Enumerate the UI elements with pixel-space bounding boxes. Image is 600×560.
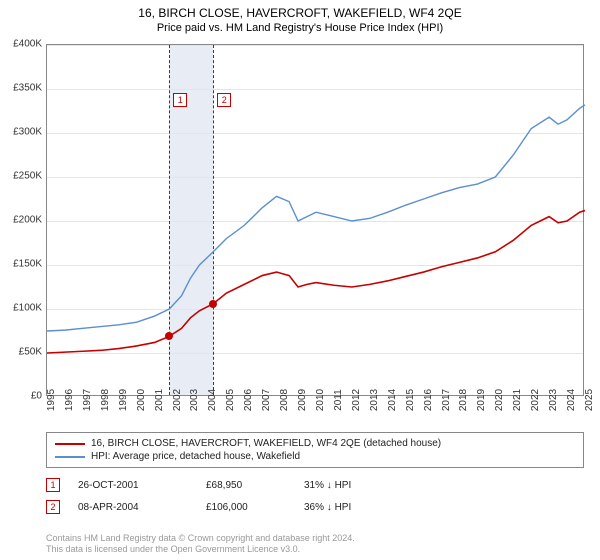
x-axis-tick: 2023 [548, 389, 559, 411]
x-axis-tick: 2012 [351, 389, 362, 411]
x-axis-tick: 2017 [441, 389, 452, 411]
legend-swatch-property [55, 443, 85, 445]
line-chart-svg [47, 45, 583, 395]
chart-container: 16, BIRCH CLOSE, HAVERCROFT, WAKEFIELD, … [0, 0, 600, 560]
x-axis-tick: 2020 [494, 389, 505, 411]
y-axis-tick: £150K [13, 259, 42, 270]
x-axis-tick: 2006 [243, 389, 254, 411]
footer-line: Contains HM Land Registry data © Crown c… [46, 533, 584, 545]
data-point-price: £68,950 [206, 480, 286, 491]
x-axis-tick: 2001 [154, 389, 165, 411]
data-point-marker: 2 [46, 500, 60, 514]
x-axis-tick: 2004 [207, 389, 218, 411]
legend-label: HPI: Average price, detached house, Wake… [91, 451, 300, 462]
data-points-table: 1 26-OCT-2001 £68,950 31% ↓ HPI 2 08-APR… [46, 474, 584, 518]
title-block: 16, BIRCH CLOSE, HAVERCROFT, WAKEFIELD, … [0, 0, 600, 34]
data-point-marker: 1 [46, 478, 60, 492]
x-axis-tick: 2021 [512, 389, 523, 411]
y-axis-tick: £200K [13, 215, 42, 226]
x-axis-tick: 2019 [476, 389, 487, 411]
y-axis-tick: £300K [13, 127, 42, 138]
chart-title: 16, BIRCH CLOSE, HAVERCROFT, WAKEFIELD, … [0, 6, 600, 20]
x-axis-tick: 1997 [82, 389, 93, 411]
data-point-date: 08-APR-2004 [78, 502, 188, 513]
x-axis-tick: 2003 [189, 389, 200, 411]
sale-marker-label: 2 [217, 93, 231, 107]
legend-swatch-hpi [55, 456, 85, 458]
data-point-pct: 36% ↓ HPI [304, 502, 394, 513]
x-axis-tick: 2009 [297, 389, 308, 411]
plot-area: 12 [46, 44, 584, 396]
y-axis-tick: £250K [13, 171, 42, 182]
y-axis-tick: £50K [19, 347, 42, 358]
x-axis-tick: 2013 [369, 389, 380, 411]
legend-row: 16, BIRCH CLOSE, HAVERCROFT, WAKEFIELD, … [55, 437, 575, 450]
data-point-row: 1 26-OCT-2001 £68,950 31% ↓ HPI [46, 474, 584, 496]
data-point-date: 26-OCT-2001 [78, 480, 188, 491]
footer-line: This data is licensed under the Open Gov… [46, 544, 584, 556]
sale-dot [165, 332, 173, 340]
chart-subtitle: Price paid vs. HM Land Registry's House … [0, 22, 600, 34]
x-axis-tick: 1996 [64, 389, 75, 411]
x-axis-tick: 2022 [530, 389, 541, 411]
x-axis-tick: 2025 [584, 389, 595, 411]
series-property [47, 210, 585, 353]
x-axis-tick: 2024 [566, 389, 577, 411]
data-point-price: £106,000 [206, 502, 286, 513]
series-hpi [47, 105, 585, 331]
legend-row: HPI: Average price, detached house, Wake… [55, 450, 575, 463]
y-axis-tick: £350K [13, 83, 42, 94]
legend: 16, BIRCH CLOSE, HAVERCROFT, WAKEFIELD, … [46, 432, 584, 468]
x-axis-tick: 2014 [387, 389, 398, 411]
footer-attribution: Contains HM Land Registry data © Crown c… [46, 533, 584, 556]
x-axis-tick: 2000 [136, 389, 147, 411]
data-point-pct: 31% ↓ HPI [304, 480, 394, 491]
y-axis-tick: £400K [13, 39, 42, 50]
x-axis-tick: 1995 [46, 389, 57, 411]
x-axis-tick: 2008 [279, 389, 290, 411]
sale-marker-label: 1 [173, 93, 187, 107]
y-axis-tick: £100K [13, 303, 42, 314]
legend-label: 16, BIRCH CLOSE, HAVERCROFT, WAKEFIELD, … [91, 438, 441, 449]
sale-dot [209, 300, 217, 308]
y-axis-tick: £0 [31, 391, 42, 402]
x-axis-tick: 2015 [405, 389, 416, 411]
x-axis-tick: 1999 [118, 389, 129, 411]
x-axis-tick: 2010 [315, 389, 326, 411]
data-point-row: 2 08-APR-2004 £106,000 36% ↓ HPI [46, 496, 584, 518]
x-axis-tick: 2011 [333, 389, 344, 411]
x-axis-tick: 2016 [423, 389, 434, 411]
x-axis-tick: 2007 [261, 389, 272, 411]
x-axis-tick: 2018 [458, 389, 469, 411]
x-axis-tick: 1998 [100, 389, 111, 411]
x-axis-tick: 2005 [225, 389, 236, 411]
x-axis-tick: 2002 [172, 389, 183, 411]
